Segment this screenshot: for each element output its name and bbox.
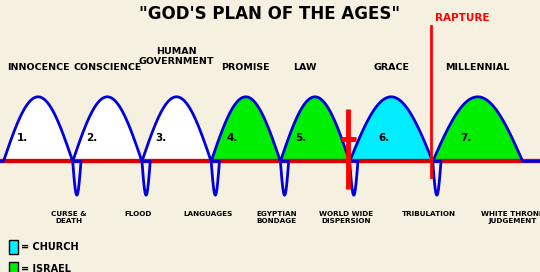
Text: 6.: 6. — [379, 133, 390, 143]
Text: 7.: 7. — [461, 133, 472, 143]
Text: "GOD'S PLAN OF THE AGES": "GOD'S PLAN OF THE AGES" — [139, 5, 401, 23]
Text: RAPTURE: RAPTURE — [435, 13, 489, 23]
Text: EGYPTIAN
BONDAGE: EGYPTIAN BONDAGE — [256, 211, 297, 224]
Text: PROMISE: PROMISE — [221, 63, 270, 72]
Text: = CHURCH: = CHURCH — [21, 242, 79, 252]
Text: INNOCENCE: INNOCENCE — [7, 63, 69, 72]
Text: FLOOD: FLOOD — [125, 211, 152, 217]
Text: WHITE THRONE
JUDGEMENT: WHITE THRONE JUDGEMENT — [481, 211, 540, 224]
Bar — [9, 262, 18, 272]
Text: TRIBULATION: TRIBULATION — [402, 211, 456, 217]
Text: 3.: 3. — [156, 133, 167, 143]
Text: CURSE &
DEATH: CURSE & DEATH — [51, 211, 87, 224]
Text: WORLD WIDE
DISPERSION: WORLD WIDE DISPERSION — [319, 211, 373, 224]
Text: = ISRAEL: = ISRAEL — [21, 264, 71, 272]
Text: 5.: 5. — [295, 133, 307, 143]
Text: GRACE: GRACE — [373, 63, 409, 72]
Text: CONSCIENCE: CONSCIENCE — [73, 63, 141, 72]
Text: 1.: 1. — [17, 133, 29, 143]
Text: MILLENNIAL: MILLENNIAL — [446, 63, 510, 72]
Text: LAW: LAW — [293, 63, 316, 72]
Text: LANGUAGES: LANGUAGES — [183, 211, 232, 217]
Text: 2.: 2. — [86, 133, 98, 143]
Bar — [9, 240, 18, 254]
Text: HUMAN
GOVERNMENT: HUMAN GOVERNMENT — [139, 47, 214, 66]
Text: 4.: 4. — [226, 133, 238, 143]
